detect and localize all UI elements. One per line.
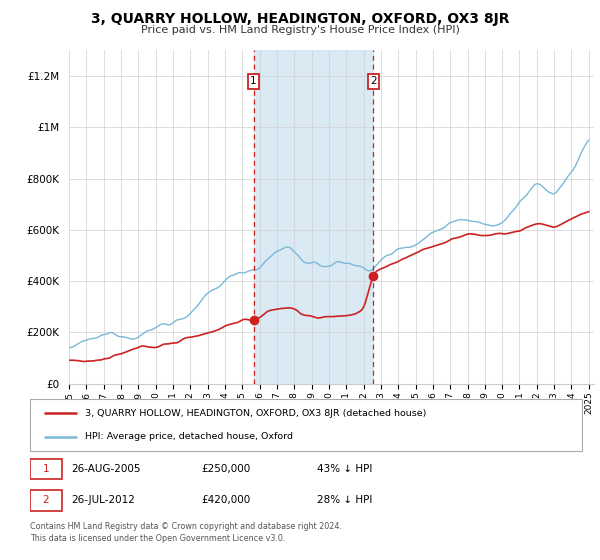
Text: 28% ↓ HPI: 28% ↓ HPI (317, 496, 373, 506)
Text: Price paid vs. HM Land Registry's House Price Index (HPI): Price paid vs. HM Land Registry's House … (140, 25, 460, 35)
Text: 43% ↓ HPI: 43% ↓ HPI (317, 464, 373, 474)
Text: 3, QUARRY HOLLOW, HEADINGTON, OXFORD, OX3 8JR (detached house): 3, QUARRY HOLLOW, HEADINGTON, OXFORD, OX… (85, 409, 427, 418)
FancyBboxPatch shape (30, 490, 62, 511)
FancyBboxPatch shape (30, 459, 62, 479)
Text: £250,000: £250,000 (201, 464, 250, 474)
Text: 2: 2 (370, 76, 377, 86)
Text: HPI: Average price, detached house, Oxford: HPI: Average price, detached house, Oxfo… (85, 432, 293, 441)
Text: 26-AUG-2005: 26-AUG-2005 (71, 464, 141, 474)
Text: Contains HM Land Registry data © Crown copyright and database right 2024.
This d: Contains HM Land Registry data © Crown c… (30, 522, 342, 543)
Text: 1: 1 (43, 464, 49, 474)
Text: 3, QUARRY HOLLOW, HEADINGTON, OXFORD, OX3 8JR: 3, QUARRY HOLLOW, HEADINGTON, OXFORD, OX… (91, 12, 509, 26)
FancyBboxPatch shape (30, 399, 582, 451)
Bar (254, 50, 373, 384)
Text: 26-JUL-2012: 26-JUL-2012 (71, 496, 135, 506)
Text: 2: 2 (43, 496, 49, 506)
Text: 1: 1 (250, 76, 257, 86)
Text: £420,000: £420,000 (201, 496, 250, 506)
